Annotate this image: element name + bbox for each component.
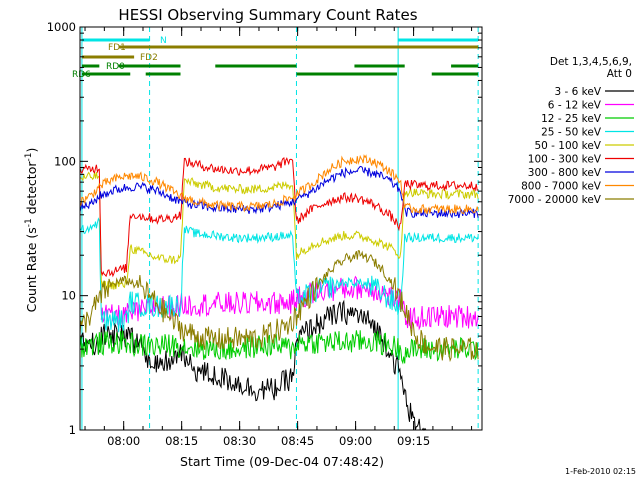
flag-n-label: N (160, 36, 167, 46)
x-tick-label: 08:15 (165, 434, 198, 448)
series-line-9 (79, 250, 479, 363)
legend-label-3: 12 - 25 keV (541, 113, 602, 125)
legend: Det 1,3,4,5,6,9, Att 0 3 - 6 keV 6 - 12 k… (508, 56, 634, 206)
series-line-8 (79, 154, 479, 215)
y-tick-label: 1 (69, 423, 76, 437)
y-axis-label-mid: detector (24, 161, 39, 219)
x-tick-label: 08:00 (107, 434, 140, 448)
x-tick-label: 08:30 (223, 434, 256, 448)
legend-label-4: 25 - 50 keV (541, 127, 602, 139)
series-line-6 (79, 157, 479, 278)
chart-title: HESSI Observing Summary Count Rates (118, 6, 417, 24)
y-tick-label: 100 (54, 154, 76, 168)
plot-area: N FD1 FD2 RD0 RD6 (72, 27, 479, 431)
legend-label-2: 6 - 12 keV (548, 100, 602, 112)
y-axis-label-main: Count Rate (s (24, 227, 39, 312)
series-line-5 (79, 171, 479, 292)
legend-label-9: 7000 - 20000 keV (508, 194, 602, 206)
x-tick-label: 08:45 (281, 434, 314, 448)
y-axis: 1 10 100 1000 (47, 20, 482, 437)
legend-label-1: 3 - 6 keV (554, 86, 601, 98)
y-axis-label-exp1: -1 (24, 218, 34, 227)
x-axis: 08:00 08:15 08:30 08:45 09:00 09:15 (84, 27, 473, 448)
y-tick-label: 10 (61, 289, 76, 303)
y-axis-label: Count Rate (s-1 detector-1) (24, 148, 39, 313)
y-tick-label: 1000 (47, 20, 76, 34)
flag-fd1-label: FD1 (108, 43, 126, 53)
legend-label-6: 100 - 300 keV (528, 154, 602, 166)
flag-rd6-label: RD6 (72, 70, 91, 80)
series-line-1 (79, 299, 428, 431)
flag-fd2-label: FD2 (140, 53, 158, 63)
y-axis-label-exp2: -1 (24, 153, 34, 162)
x-tick-label: 09:00 (339, 434, 372, 448)
series-line-4 (79, 217, 479, 333)
y-axis-label-end: ) (24, 148, 39, 153)
x-tick-label: 09:15 (397, 434, 430, 448)
legend-label-7: 300 - 800 keV (528, 167, 602, 179)
series-line-7 (79, 165, 479, 219)
flag-rd0-label: RD0 (106, 62, 125, 72)
legend-subtitle: Att 0 (607, 68, 632, 80)
plot-frame (79, 26, 483, 431)
legend-label-8: 800 - 7000 keV (521, 181, 602, 193)
timestamp: 1-Feb-2010 02:15 (565, 467, 636, 476)
x-axis-label: Start Time (09-Dec-04 07:48:42) (180, 454, 384, 469)
legend-title: Det 1,3,4,5,6,9, (550, 56, 632, 68)
series-line-3 (79, 330, 479, 365)
legend-label-5: 50 - 100 keV (534, 140, 601, 152)
